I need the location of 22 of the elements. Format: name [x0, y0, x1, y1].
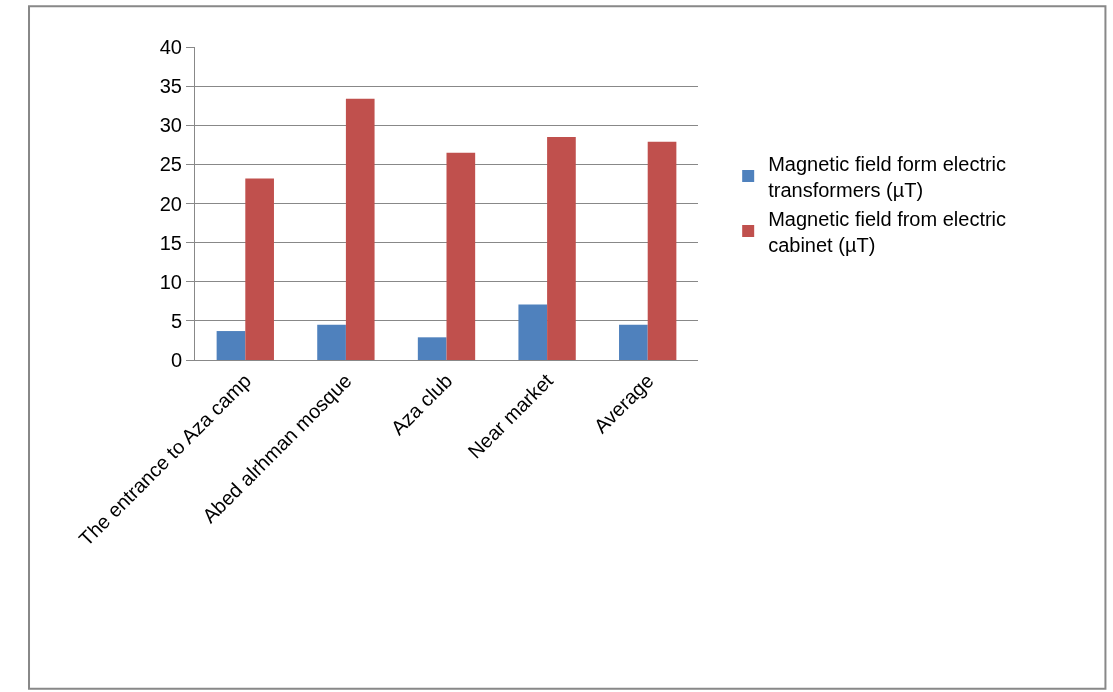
y-tick-label: 10 — [159, 270, 182, 293]
y-tick-label: 5 — [170, 309, 182, 332]
y-tick-label: 25 — [159, 153, 182, 176]
y-tick-label: 20 — [159, 192, 182, 215]
bar — [417, 337, 447, 360]
y-tick-label: 15 — [159, 231, 182, 254]
y-tick-label: 30 — [159, 114, 182, 137]
y-tick-label: 0 — [170, 349, 182, 371]
legend-label: Magnetic field form electric transformers (µT) — [768, 152, 1007, 201]
y-tick-label: 40 — [159, 36, 182, 58]
bar — [619, 324, 648, 360]
legend-label: Magnetic field from electric cabinet (µT) — [768, 207, 1007, 256]
bar — [216, 331, 246, 360]
bar — [245, 178, 274, 360]
bar — [647, 141, 677, 360]
bar — [518, 304, 548, 360]
bar — [547, 136, 576, 360]
x-tick-label: Aza club — [386, 369, 457, 440]
bar — [345, 98, 375, 360]
bar — [317, 324, 346, 360]
y-tick-label: 35 — [159, 75, 182, 98]
bar — [446, 152, 476, 360]
